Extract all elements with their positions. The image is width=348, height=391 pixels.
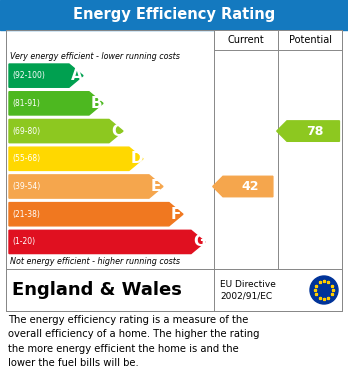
Text: Very energy efficient - lower running costs: Very energy efficient - lower running co… [10, 52, 180, 61]
Text: Not energy efficient - higher running costs: Not energy efficient - higher running co… [10, 257, 180, 266]
Bar [0, 0, 348, 30]
Text: (21-38): (21-38) [12, 210, 40, 219]
Bar [6, 269, 342, 311]
Polygon shape [9, 230, 205, 254]
Text: F: F [171, 207, 181, 222]
Polygon shape [277, 121, 339, 141]
Polygon shape [9, 147, 143, 170]
Polygon shape [9, 119, 123, 143]
Text: E: E [151, 179, 161, 194]
Polygon shape [9, 92, 103, 115]
Text: Current: Current [228, 35, 264, 45]
Text: A: A [71, 68, 83, 83]
Polygon shape [9, 64, 83, 87]
Bar [214, 30, 278, 50]
Text: D: D [131, 151, 144, 166]
Polygon shape [213, 176, 273, 197]
Text: Energy Efficiency Rating: Energy Efficiency Rating [73, 7, 275, 23]
Text: England & Wales: England & Wales [12, 281, 182, 299]
Text: (55-68): (55-68) [12, 154, 40, 163]
Text: B: B [91, 96, 103, 111]
Circle shape [310, 276, 338, 304]
Text: (69-80): (69-80) [12, 127, 40, 136]
Text: C: C [111, 124, 122, 138]
Text: EU Directive
2002/91/EC: EU Directive 2002/91/EC [220, 280, 276, 300]
Text: (1-20): (1-20) [12, 237, 35, 246]
Text: The energy efficiency rating is a measure of the
overall efficiency of a home. T: The energy efficiency rating is a measur… [8, 315, 260, 368]
Text: G: G [193, 235, 206, 249]
Bar [6, 30, 342, 269]
Text: (39-54): (39-54) [12, 182, 40, 191]
Text: (92-100): (92-100) [12, 71, 45, 80]
Text: Potential: Potential [288, 35, 332, 45]
Text: (81-91): (81-91) [12, 99, 40, 108]
Text: 42: 42 [241, 180, 259, 193]
Polygon shape [9, 175, 163, 198]
Text: 78: 78 [307, 125, 324, 138]
Bar [6, 30, 342, 311]
Polygon shape [9, 203, 183, 226]
Bar [278, 30, 342, 50]
